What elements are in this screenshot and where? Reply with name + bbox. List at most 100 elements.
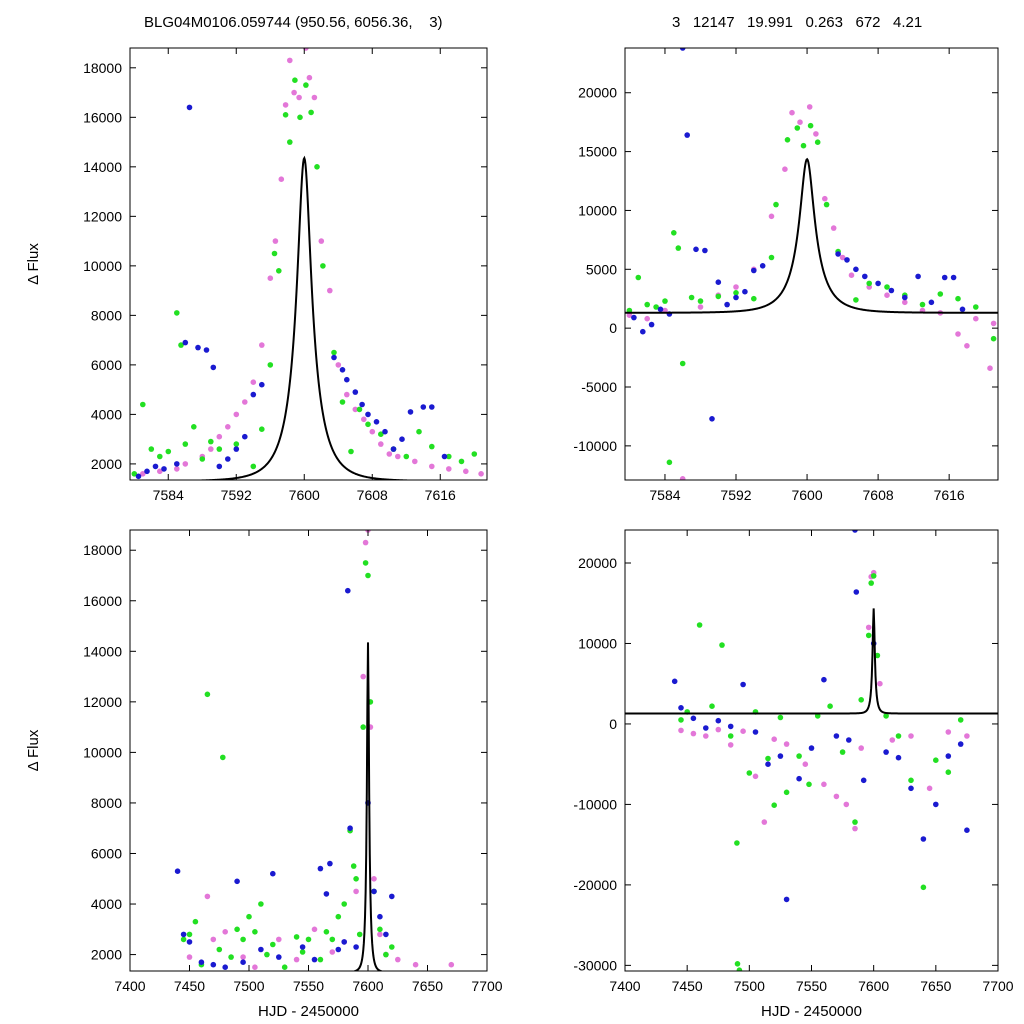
data-point-blue: [429, 404, 435, 410]
data-point-green: [416, 428, 422, 435]
data-point-magenta: [703, 733, 709, 739]
data-point-magenta: [362, 539, 369, 546]
data-point-magenta: [287, 57, 293, 64]
data-point-green: [806, 781, 812, 788]
data-point-green: [814, 139, 821, 145]
data-point-magenta: [964, 343, 970, 349]
y-tick-label: 0: [609, 320, 617, 336]
data-point-green: [675, 245, 682, 251]
data-point-blue: [950, 274, 957, 281]
data-point-magenta: [865, 624, 872, 631]
data-point-magenta: [839, 254, 846, 261]
data-point-blue: [821, 676, 827, 683]
data-point-magenta: [733, 284, 739, 290]
data-point-blue: [180, 931, 187, 938]
data-point-magenta: [412, 961, 419, 968]
data-point-magenta: [926, 785, 933, 792]
y-axis-label: Δ Flux: [25, 243, 42, 285]
data-point-magenta: [690, 730, 697, 737]
y-tick-label: 0: [609, 716, 617, 732]
data-point-magenta: [204, 893, 211, 900]
data-point-blue: [875, 280, 881, 287]
data-point-green: [662, 298, 668, 304]
data-point-blue: [777, 753, 784, 759]
data-point-green: [751, 295, 757, 302]
x-tick-label: 7450: [672, 978, 703, 994]
data-point-blue: [765, 761, 771, 767]
data-point-green: [678, 717, 684, 723]
data-point-green: [773, 201, 779, 208]
data-point-blue: [377, 913, 383, 920]
data-point-magenta: [448, 961, 455, 968]
data-point-magenta: [789, 109, 795, 116]
data-point-green: [796, 753, 802, 759]
data-point-green: [270, 941, 276, 948]
data-point-green: [281, 964, 288, 970]
y-axis-label: Δ Flux: [25, 729, 42, 771]
data-point-magenta: [157, 468, 163, 475]
data-point-green: [383, 951, 389, 958]
data-point-green: [317, 956, 324, 963]
data-point-blue: [796, 775, 802, 782]
y-tick-label: 10000: [578, 202, 617, 218]
data-point-blue: [186, 104, 193, 111]
data-point-magenta: [446, 466, 452, 472]
y-tick-label: 20000: [578, 555, 617, 571]
data-point-green: [727, 733, 734, 739]
data-point-green: [866, 280, 872, 287]
data-point-magenta: [282, 102, 289, 108]
data-point-green: [199, 456, 206, 462]
data-point-green: [895, 733, 902, 739]
data-point-blue: [216, 463, 223, 470]
data-point-blue: [945, 753, 952, 759]
data-point-green: [920, 884, 927, 891]
data-point-blue: [250, 391, 257, 398]
data-point-blue: [684, 132, 690, 138]
data-point-blue: [407, 409, 414, 415]
data-point-blue: [920, 836, 927, 842]
data-point-blue: [783, 896, 790, 903]
data-point-magenta: [902, 299, 908, 306]
data-point-blue: [902, 294, 908, 301]
data-point-magenta: [412, 458, 418, 465]
y-tick-label: 10000: [578, 635, 617, 651]
data-point-blue: [195, 344, 201, 351]
data-point-blue: [648, 321, 655, 328]
data-point-green: [874, 652, 881, 659]
y-tick-label: 20000: [578, 85, 617, 101]
data-point-blue: [895, 754, 902, 761]
y-tick-label: 5000: [586, 261, 617, 277]
data-point-blue: [715, 279, 722, 286]
data-point-magenta: [395, 956, 401, 963]
data-point-green: [233, 441, 240, 447]
data-point-blue: [186, 939, 193, 945]
data-point-blue: [862, 273, 868, 280]
data-point-blue: [335, 946, 342, 953]
data-point-green: [341, 901, 348, 907]
data-point-magenta: [955, 331, 961, 337]
data-point-green: [733, 290, 739, 296]
data-point-blue: [835, 251, 841, 257]
data-point-magenta: [813, 131, 819, 137]
x-tick-label: 7400: [114, 978, 145, 994]
data-point-green: [827, 703, 833, 709]
data-point-blue: [270, 870, 276, 877]
data-point-green: [246, 913, 252, 920]
data-point-green: [259, 426, 265, 433]
data-point-blue: [182, 339, 189, 346]
data-point-green: [378, 431, 384, 438]
y-tick-label: 2000: [91, 456, 122, 472]
data-point-green: [746, 770, 753, 776]
data-point-magenta: [369, 428, 376, 435]
data-point-magenta: [344, 391, 350, 398]
data-point-green: [353, 876, 359, 882]
data-point-magenta: [626, 312, 633, 319]
x-axis-label: HJD - 2450000: [761, 1003, 862, 1020]
data-point-magenta: [216, 433, 223, 440]
data-point-magenta: [352, 406, 359, 413]
data-point-magenta: [973, 315, 979, 322]
data-point-blue: [174, 461, 180, 467]
data-point-blue: [198, 959, 205, 965]
data-point-green: [216, 946, 223, 953]
data-point-green: [933, 757, 939, 763]
